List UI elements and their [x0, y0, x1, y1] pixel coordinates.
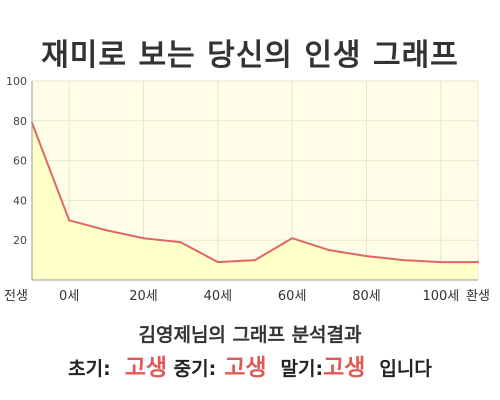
x-tick-label: 20세	[129, 289, 158, 304]
data-point-6	[254, 259, 256, 262]
y-tick-label: 80	[13, 115, 27, 128]
y-tick-label: 20	[13, 234, 27, 247]
analysis-heading: 김영제님의 그래프 분석결과	[138, 324, 362, 346]
analysis-summary: 초기: 고생 중기: 고생 말기:고생 입니다	[0, 348, 500, 382]
life-graph-chart: 20 40 60 80 100 전생 0세 20세 40세 60세 80세 100세 환생	[4, 75, 490, 304]
y-tick-label: 40	[13, 194, 27, 207]
suffix-text: 입니다	[379, 358, 432, 380]
y-tick-labels: 20 40 60 80 100	[6, 75, 27, 247]
x-tick-label: 60세	[278, 289, 307, 304]
data-point-7	[291, 237, 294, 240]
data-point-9	[365, 255, 368, 258]
x-tick-label: 0세	[59, 289, 79, 304]
data-point-8	[328, 249, 331, 252]
data-point-1	[68, 219, 71, 222]
early-value: 고생	[124, 355, 168, 381]
middle-value: 고생	[224, 355, 267, 381]
data-point-2	[105, 229, 108, 232]
x-tick-label: 전생	[4, 289, 28, 304]
middle-label: 중기:	[173, 358, 217, 380]
data-point-4	[179, 241, 182, 244]
late-label: 말기:	[280, 358, 324, 380]
y-tick-label: 100	[6, 75, 27, 88]
x-tick-label: 40세	[204, 289, 233, 304]
x-tick-labels: 전생 0세 20세 40세 60세 80세 100세 환생	[4, 289, 490, 304]
late-value: 고생	[323, 355, 366, 381]
y-tick-label: 60	[13, 155, 27, 168]
page-title: 재미로 보는 당신의 인생 그래프	[41, 38, 459, 73]
early-label: 초기:	[68, 358, 111, 380]
x-tick-label: 100세	[422, 289, 459, 304]
data-point-12	[477, 261, 479, 264]
series-area	[32, 122, 478, 280]
data-point-10	[402, 259, 405, 262]
data-point-5	[216, 261, 219, 264]
x-tick-label: 환생	[466, 289, 490, 304]
data-point-11	[439, 261, 442, 264]
data-point-3	[142, 237, 145, 240]
x-tick-label: 80세	[352, 289, 381, 304]
